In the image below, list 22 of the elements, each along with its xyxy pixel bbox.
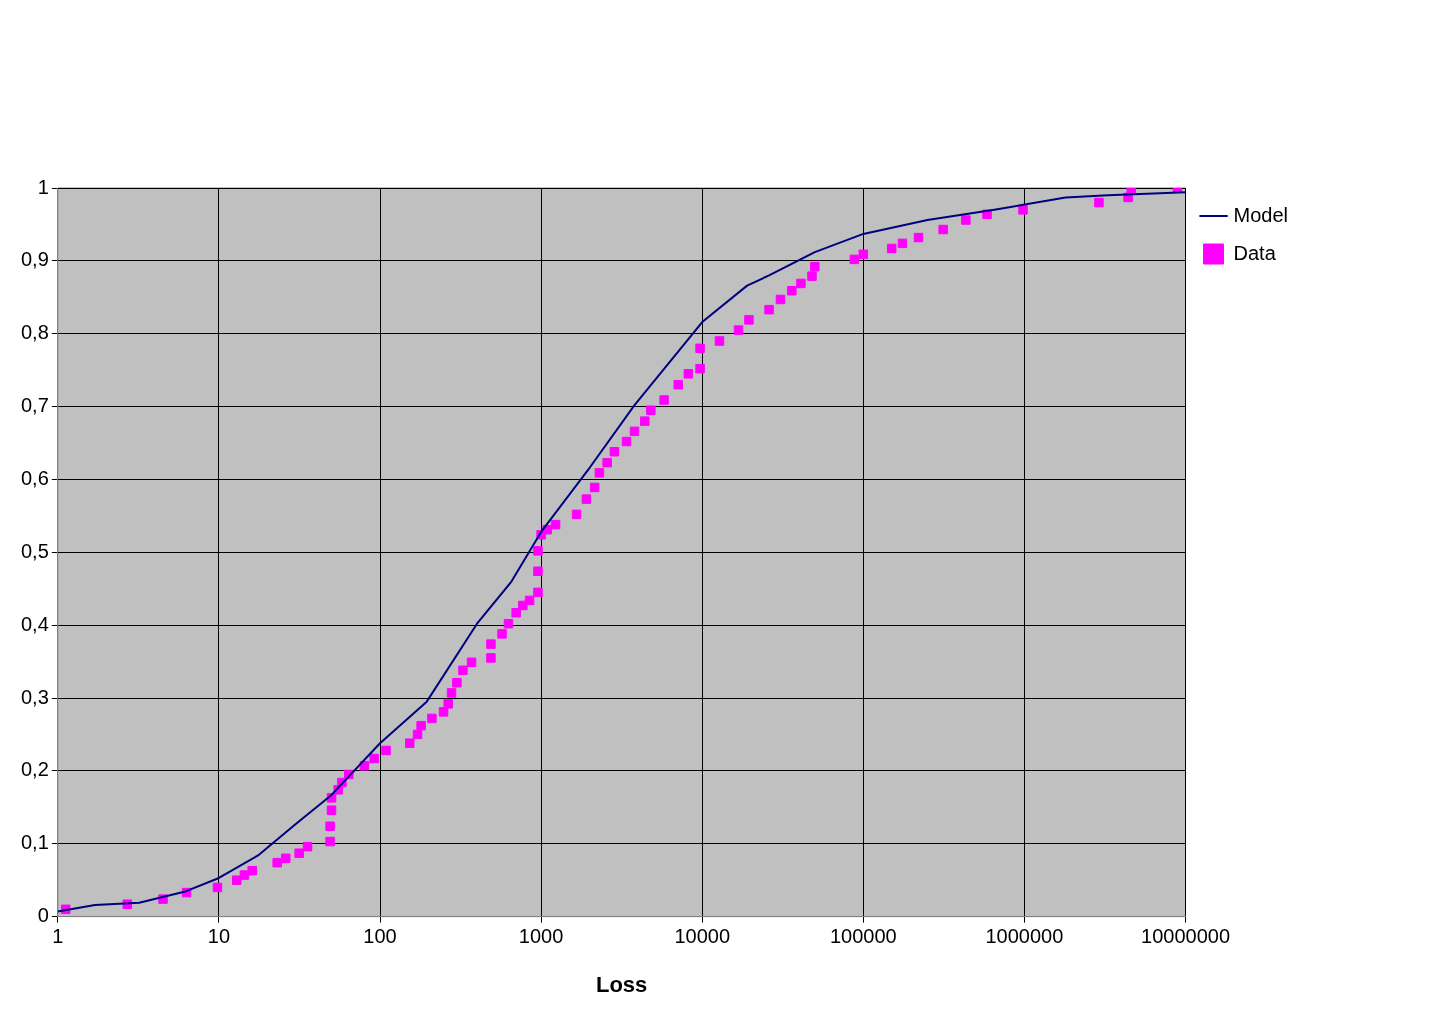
x-tick-label: 1000	[518, 925, 564, 948]
y-tick-label: 0,2	[20, 758, 49, 781]
y-tick-label: 0,3	[20, 685, 49, 708]
x-tick-label: 10000	[674, 925, 731, 948]
y-tick-label: 0,6	[20, 466, 49, 489]
y-tick-label: 0,5	[20, 539, 49, 562]
y-tick-label: 0,9	[20, 248, 49, 271]
y-tick-label: 0	[37, 904, 49, 927]
x-tick-label: 1000000	[985, 925, 1064, 948]
legend-label: Model	[1233, 203, 1289, 226]
x-axis-title: Loss	[595, 971, 648, 997]
y-tick-label: 0,4	[20, 612, 49, 635]
x-tick-label: 100	[363, 925, 397, 948]
y-tick-label: 0,8	[20, 321, 49, 344]
x-tick-label: 100000	[829, 925, 897, 948]
y-tick-label: 1	[37, 175, 49, 198]
y-tick-label: 0,7	[20, 394, 49, 417]
legend-label: Data	[1233, 241, 1277, 264]
x-tick-label: 1	[52, 925, 64, 948]
y-tick-label: 0,1	[20, 831, 49, 854]
x-tick-label: 10	[207, 925, 231, 948]
x-tick-label: 10000000	[1141, 925, 1231, 948]
